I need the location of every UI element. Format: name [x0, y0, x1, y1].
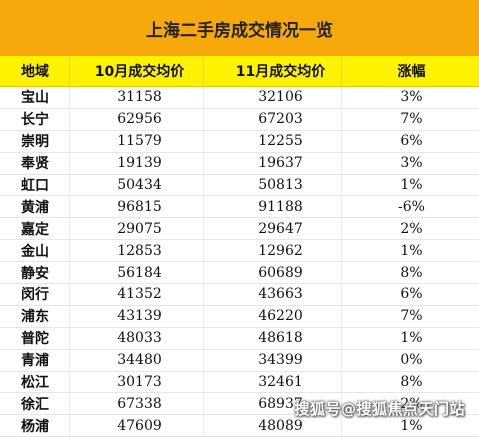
cell-district: 虹口 [0, 174, 70, 196]
table-row: 黄浦 96815 91188 -6% [0, 196, 479, 219]
cell-change: 8% [400, 374, 423, 391]
cell-oct-price: 19139 [70, 152, 204, 174]
cell-change: 1% [400, 177, 423, 193]
cell-change: -6% [398, 198, 425, 215]
cell-district: 长宁 [0, 108, 70, 130]
cell-district: 崇明 [0, 130, 70, 152]
cell-nov-price: 48618 [204, 327, 342, 349]
cell-district: 嘉定 [0, 218, 70, 240]
table-row: 金山 12853 12962 1% [0, 240, 479, 263]
cell-change: 7% [400, 111, 423, 128]
cell-district: 奉贤 [0, 152, 70, 174]
cell-oct-price: 47609 [70, 415, 204, 437]
cell-nov-price: 12255 [204, 130, 342, 152]
cell-change: 3% [400, 155, 423, 172]
cell-oct-price: 56184 [70, 262, 204, 284]
header-district: 地域 [0, 56, 70, 86]
table-row: 浦东 43139 46220 7% [0, 305, 479, 328]
cell-nov-price: 43663 [204, 284, 342, 305]
cell-change: 6% [400, 133, 423, 150]
cell-oct-price: 62956 [70, 108, 204, 130]
cell-district: 静安 [0, 262, 70, 284]
table-header-row: 地域 10月成交均价 11月成交均价 涨幅 [0, 56, 479, 87]
cell-nov-price: 34399 [204, 349, 342, 371]
cell-nov-price: 19637 [204, 152, 342, 174]
table-body: 宝山 31158 32106 3% 长宁 62956 67203 7% 崇明 11579 12255… [0, 87, 479, 437]
price-table: 地域 10月成交均价 11月成交均价 涨幅 宝山 31158 32106 3% 长宁 62… [0, 56, 479, 437]
cell-change: 0% [400, 352, 423, 369]
cell-nov-price: 32461 [204, 371, 342, 393]
table-row: 奉贤 19139 19637 3% [0, 152, 479, 175]
cell-oct-price: 96815 [70, 196, 204, 218]
table-title: 上海二手房成交情况一览 [146, 20, 333, 41]
cell-change: 1% [400, 242, 423, 259]
table-row: 虹口 50434 50813 1% [0, 174, 479, 197]
cell-nov-price: 29647 [204, 218, 342, 240]
cell-oct-price: 11579 [70, 130, 204, 152]
header-oct-price: 10月成交均价 [70, 56, 204, 86]
header-change: 涨幅 [397, 64, 426, 80]
table-row: 青浦 34480 34399 0% [0, 349, 479, 372]
cell-district: 徐汇 [0, 393, 70, 415]
cell-nov-price: 68937 [204, 393, 342, 415]
cell-oct-price: 67338 [70, 393, 204, 415]
cell-nov-price: 67203 [204, 108, 342, 130]
table-row: 静安 56184 60689 8% [0, 262, 479, 285]
table-row: 闵行 41352 43663 6% [0, 284, 479, 306]
table-row: 普陀 48033 48618 1% [0, 327, 479, 350]
cell-district: 松江 [0, 371, 70, 393]
table-row: 嘉定 29075 29647 2% [0, 218, 479, 241]
cell-change: 1% [400, 330, 423, 347]
cell-district: 杨浦 [0, 415, 70, 437]
watermark: 搜狐号@搜狐焦点天门站 [294, 400, 465, 418]
table-row: 崇明 11579 12255 6% [0, 130, 479, 153]
cell-oct-price: 30173 [70, 371, 204, 393]
table-row: 松江 30173 32461 8% [0, 371, 479, 394]
cell-district: 宝山 [0, 87, 70, 108]
cell-district: 闵行 [0, 284, 70, 305]
cell-oct-price: 48033 [70, 327, 204, 349]
cell-district: 青浦 [0, 349, 70, 371]
cell-district: 金山 [0, 240, 70, 262]
cell-district: 普陀 [0, 327, 70, 349]
cell-district: 浦东 [0, 305, 70, 327]
cell-nov-price: 12962 [204, 240, 342, 262]
cell-change: 6% [400, 286, 423, 303]
cell-oct-price: 12853 [70, 240, 204, 262]
cell-oct-price: 41352 [70, 284, 204, 305]
cell-change: 7% [400, 308, 423, 325]
header-nov-price: 11月成交均价 [204, 56, 342, 86]
table-row: 长宁 62956 67203 7% [0, 108, 479, 131]
cell-oct-price: 31158 [70, 87, 204, 108]
cell-nov-price: 91188 [204, 196, 342, 218]
cell-nov-price: 32106 [204, 87, 342, 108]
table-row: 徐汇 67338 68937 2% [0, 393, 479, 416]
cell-oct-price: 50434 [70, 174, 204, 196]
cell-oct-price: 43139 [70, 305, 204, 327]
cell-change: 8% [400, 264, 423, 281]
cell-nov-price: 46220 [204, 305, 342, 327]
cell-nov-price: 60689 [204, 262, 342, 284]
cell-change: 3% [400, 89, 423, 106]
cell-nov-price: 50813 [204, 174, 342, 196]
cell-district: 黄浦 [0, 196, 70, 218]
table-row: 宝山 31158 32106 3% [0, 87, 479, 109]
cell-oct-price: 29075 [70, 218, 204, 240]
cell-change: 2% [400, 395, 423, 412]
cell-oct-price: 34480 [70, 349, 204, 371]
cell-change: 2% [400, 220, 423, 237]
title-bar: 上海二手房成交情况一览 [0, 0, 479, 56]
